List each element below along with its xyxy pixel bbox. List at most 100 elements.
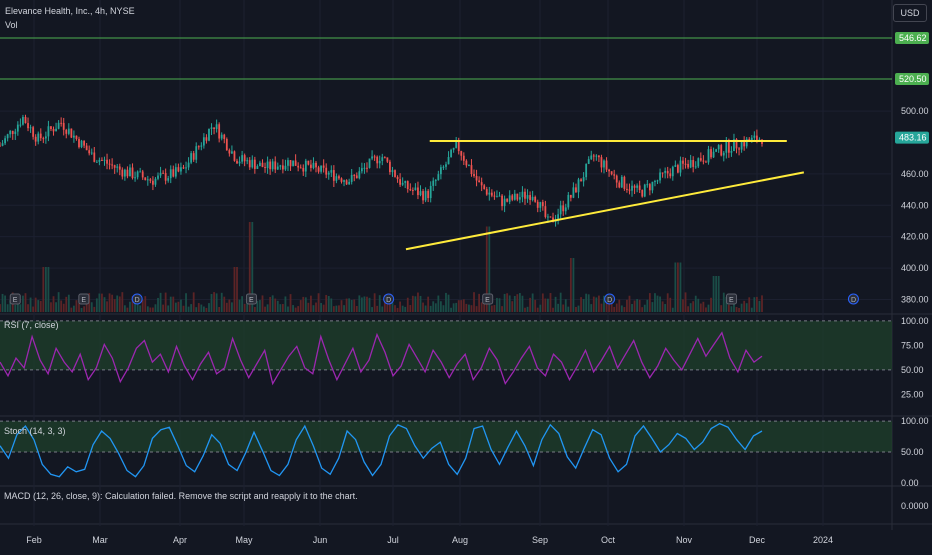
candle [172,165,175,178]
candle [101,157,103,161]
candle [699,152,702,162]
candle [631,180,633,197]
candle [577,177,580,199]
candle [215,119,218,133]
volume-bar [682,299,684,312]
volume-bar [648,293,651,312]
volume-bar [345,298,348,312]
candle [460,150,463,161]
volume-bar [720,305,723,312]
volume-bar [215,293,218,312]
candle [733,133,735,152]
volume-bar [146,306,149,312]
volume-bar [674,262,677,312]
candle [564,203,567,215]
volume-bar [414,296,417,312]
volume-bar [131,296,134,312]
volume-bar [468,304,470,312]
candle [582,172,585,187]
volume-bar [144,296,147,312]
volume-bar [292,305,294,312]
candle [381,153,384,166]
volume-bar [93,306,96,312]
volume-bar [37,300,40,312]
candle [615,174,618,188]
volume-bar [159,292,162,312]
candle [129,164,131,177]
volume-bar [264,306,266,312]
rsi-band [0,320,892,370]
volume-bar [238,299,241,312]
time-tick-label: Feb [26,535,42,545]
currency-button[interactable]: USD [893,4,927,22]
volume-bar [427,296,430,312]
rsi-tick-label: 75.00 [901,340,924,350]
candle [468,164,470,167]
candle [490,189,493,198]
candle [85,143,88,151]
candle [146,175,149,186]
volume-bar [200,304,203,312]
candle [679,156,682,177]
candle [559,200,562,221]
candle [14,128,17,140]
candle [401,177,404,187]
volume-bar [141,299,144,312]
volume-bar [661,301,664,312]
volume-bar [518,293,521,312]
candle [580,178,582,182]
volume-bar [355,306,358,312]
candle [83,140,86,149]
svg-text:483.16: 483.16 [899,133,927,143]
volume-bar [455,302,458,312]
candle [34,134,37,146]
volume-bar [580,297,582,312]
volume-bar [22,295,24,312]
volume-bar [299,300,302,312]
candle [508,190,511,205]
volume-bar [452,303,455,312]
volume-bar [208,303,210,312]
candle [541,199,544,211]
candle [231,145,233,155]
candle [636,183,639,193]
volume-bar [526,306,529,312]
candle [210,123,213,136]
volume-bar [236,267,238,312]
candle [511,193,514,202]
volume-bar [210,294,213,312]
volume-bar [516,294,519,312]
volume-bar [575,306,577,312]
candle [103,156,106,166]
rsi-tick-label: 100.00 [901,316,929,326]
volume-bar [717,276,720,312]
candle [506,198,509,203]
candle [452,147,455,153]
volume-bar [572,258,575,312]
candle [154,177,157,187]
earnings-marker: E [78,293,90,305]
candle [88,145,91,156]
candle [208,128,210,142]
volume-bar [470,305,473,312]
volume-bar [218,306,221,312]
candle [182,164,185,170]
candle [641,189,644,198]
candle [592,153,595,162]
volume-bar [108,293,111,312]
candle [70,128,73,139]
candle [429,181,432,203]
candle [717,144,720,153]
volume-bar [174,302,177,312]
volume-bar [325,294,328,312]
candle [236,158,238,164]
candle [276,162,279,171]
volume-bar [289,294,292,312]
candle [225,137,228,151]
volume-bar [139,305,142,312]
candle [141,169,144,180]
volume-bar [702,301,705,312]
candle [1,140,4,147]
candle [108,159,111,170]
